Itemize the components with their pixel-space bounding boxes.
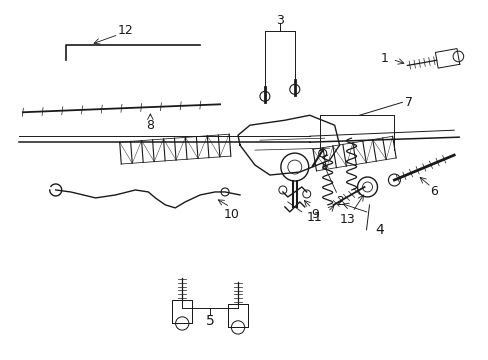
Text: 8: 8 [146, 119, 154, 132]
Text: 2: 2 [335, 195, 343, 208]
Text: 9: 9 [310, 208, 318, 221]
Text: 3: 3 [275, 14, 283, 27]
Text: 7: 7 [405, 96, 412, 109]
Text: 1: 1 [380, 52, 387, 65]
Text: 4: 4 [374, 223, 383, 237]
Text: 10: 10 [224, 208, 240, 221]
Text: 5: 5 [205, 314, 214, 328]
Text: 6: 6 [429, 185, 437, 198]
Text: 13: 13 [339, 213, 355, 226]
Text: 11: 11 [306, 211, 322, 224]
Text: 12: 12 [117, 24, 133, 37]
